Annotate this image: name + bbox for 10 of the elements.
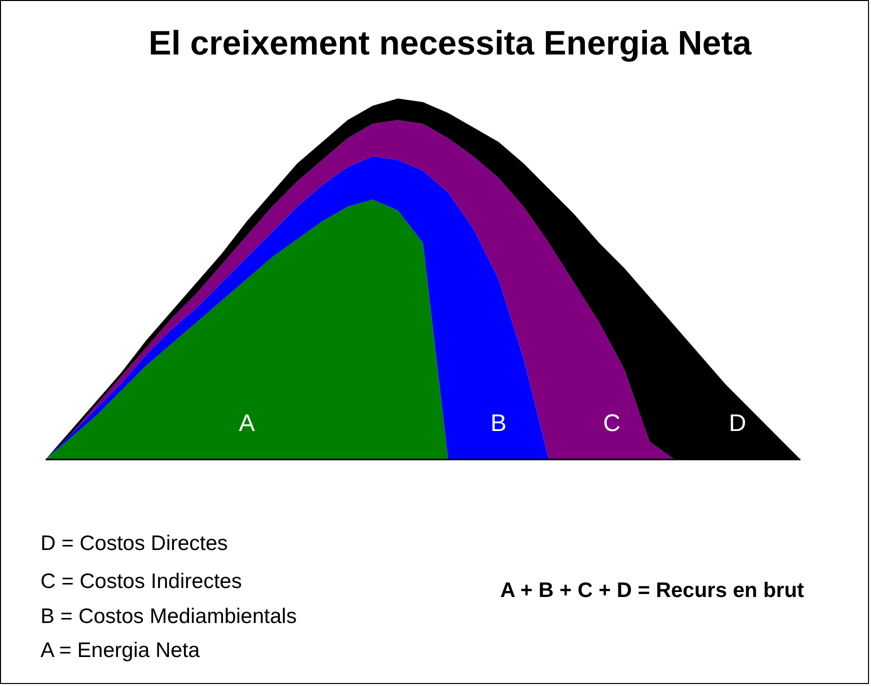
- text: B = Costos Mediambientals: [40, 605, 297, 628]
- text: A + B + C + D = Recurs en brut: [500, 579, 804, 602]
- series-label: D: [728, 410, 746, 437]
- chart-title: El creixement necessita Energia Neta: [148, 24, 753, 62]
- text: D = Costos Directes: [40, 532, 228, 555]
- series-label: C: [603, 410, 620, 437]
- text: A = Energia Neta: [40, 639, 200, 662]
- text: C = Costos Indirectes: [40, 570, 242, 593]
- series-label: B: [490, 410, 507, 437]
- series-label: A: [238, 410, 255, 437]
